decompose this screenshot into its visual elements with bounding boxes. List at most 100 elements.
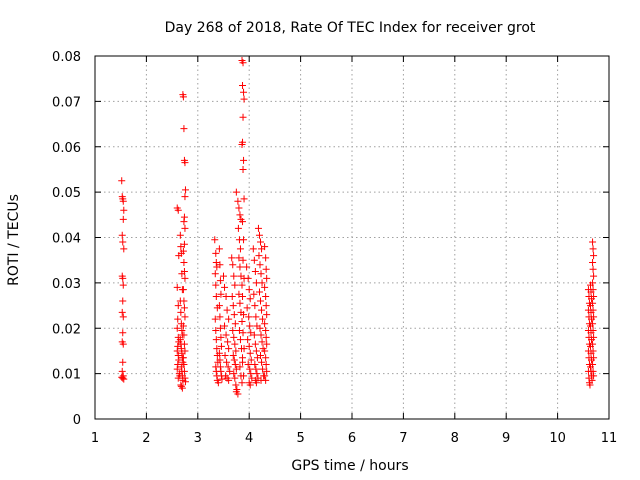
data-point [248, 374, 256, 382]
data-point [590, 333, 598, 341]
data-point [262, 376, 270, 384]
data-point [119, 358, 127, 366]
data-point [181, 193, 189, 201]
data-point [236, 299, 244, 307]
x-tick-label: 2 [142, 431, 150, 446]
data-point [238, 281, 246, 289]
data-point [244, 336, 252, 344]
data-point [258, 338, 266, 346]
data-point [225, 376, 233, 384]
data-point [252, 379, 260, 387]
data-point [179, 286, 187, 294]
data-point [221, 351, 229, 359]
data-point [181, 186, 189, 194]
data-point [229, 327, 237, 335]
data-point [259, 315, 267, 323]
data-point [119, 238, 127, 246]
data-point [231, 361, 239, 369]
data-point [246, 365, 254, 373]
data-point [224, 338, 232, 346]
data-point [181, 224, 189, 232]
data-point [588, 376, 596, 384]
data-point [258, 358, 266, 366]
data-point [218, 375, 226, 383]
data-point [118, 373, 126, 381]
data-point [174, 361, 182, 369]
data-point [232, 347, 240, 355]
x-tick-label: 9 [502, 431, 510, 446]
data-point [239, 81, 247, 89]
data-point [214, 379, 222, 387]
data-point [589, 361, 597, 369]
x-tick-label: 5 [296, 431, 304, 446]
y-tick-label: 0.01 [52, 368, 81, 383]
data-point [589, 320, 597, 328]
data-point [239, 329, 247, 337]
data-point [246, 349, 254, 357]
data-point [212, 327, 220, 335]
data-point [251, 340, 259, 348]
data-point [262, 361, 270, 369]
data-point [247, 370, 255, 378]
data-point [590, 313, 598, 321]
data-point [119, 215, 127, 223]
data-point [177, 243, 185, 251]
data-point [216, 356, 224, 364]
data-point [179, 322, 187, 330]
data-point [231, 320, 239, 328]
data-point [228, 254, 236, 262]
data-point [216, 261, 224, 269]
data-point [232, 388, 240, 396]
data-point [223, 306, 231, 314]
data-point [239, 113, 247, 121]
x-axis-tick-labels: 1 2 3 4 5 6 7 8 9 10 11 [91, 431, 617, 446]
data-point [216, 324, 224, 332]
data-point [119, 329, 127, 337]
chart-title: Day 268 of 2018, Rate Of TEC Index for r… [165, 20, 536, 36]
data-point [589, 367, 597, 375]
data-point [246, 322, 254, 330]
data-point [239, 218, 247, 226]
data-point [238, 317, 246, 325]
data-point [119, 274, 127, 282]
data-points [118, 57, 598, 398]
data-point [181, 274, 189, 282]
data-point [180, 218, 188, 226]
data-point [586, 381, 594, 389]
data-point [255, 288, 263, 296]
y-tick-label: 0.07 [52, 95, 81, 110]
data-point [220, 272, 227, 280]
data-point [230, 311, 238, 319]
data-point [213, 345, 221, 353]
data-point [239, 358, 247, 366]
data-point [119, 374, 127, 382]
data-point [590, 252, 598, 260]
data-point [179, 93, 187, 101]
data-point [245, 286, 253, 294]
data-point [212, 292, 220, 300]
data-point [257, 270, 265, 278]
data-point [262, 333, 270, 341]
data-point [589, 279, 597, 287]
data-point [589, 238, 597, 246]
data-point [173, 324, 181, 332]
data-point [232, 365, 240, 373]
data-point [590, 272, 598, 280]
data-point [221, 322, 229, 330]
data-point [224, 363, 232, 371]
y-tick-label: 0.04 [52, 232, 81, 247]
data-point [259, 365, 267, 373]
data-point [230, 370, 238, 378]
data-point [231, 340, 239, 348]
data-point [236, 211, 244, 219]
y-axis-label: ROTI / TECUs [6, 194, 22, 286]
data-point [250, 256, 258, 264]
data-point [216, 363, 224, 371]
data-point [225, 315, 233, 323]
data-point [262, 354, 270, 362]
data-point [174, 206, 182, 214]
data-point [236, 263, 244, 271]
data-point [239, 256, 247, 264]
x-tick-label: 7 [399, 431, 407, 446]
